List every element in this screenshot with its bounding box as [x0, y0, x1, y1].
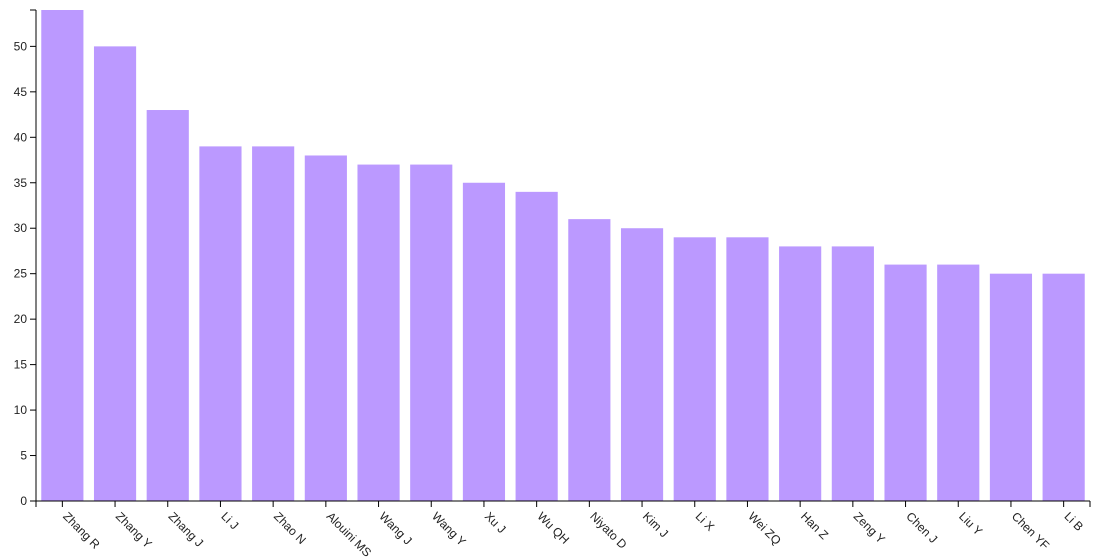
bar[interactable] — [515, 191, 558, 501]
x-tick-label: Han Z — [798, 509, 831, 542]
y-tick-label: 45 — [14, 85, 28, 99]
x-tick-label: Chen YF — [1009, 509, 1052, 552]
x-tick-label: Xu J — [482, 509, 509, 536]
bar[interactable] — [989, 273, 1033, 501]
x-tick-label: Zhang J — [166, 509, 207, 550]
y-tick-label: 5 — [20, 449, 27, 463]
y-tick-label: 15 — [14, 358, 28, 372]
bar[interactable] — [252, 146, 295, 501]
x-tick-label: Chen J — [903, 509, 940, 546]
x-tick-label: Wei ZQ — [745, 509, 784, 548]
x-tick-label: Zhao N — [271, 509, 309, 547]
y-tick-label: 10 — [14, 403, 28, 417]
x-axis: Zhang R Zhang Y Zhang J Li J Zhao N Alouini M… — [35, 500, 1091, 560]
bar[interactable] — [41, 10, 84, 501]
bar[interactable] — [937, 264, 980, 501]
bar[interactable] — [93, 46, 137, 502]
x-tick-label: Kim J — [640, 509, 671, 540]
bar[interactable] — [304, 155, 347, 501]
x-tick-label: Wang Y — [429, 509, 469, 549]
bar[interactable] — [199, 146, 242, 501]
x-tick-label: Wang J — [376, 509, 414, 547]
bar[interactable] — [410, 164, 453, 501]
y-tick-label: 40 — [14, 130, 28, 144]
bar[interactable] — [779, 246, 822, 501]
x-tick-label: Zeng Y — [851, 509, 888, 546]
x-tick-label: Zhang R — [60, 509, 103, 552]
x-tick-label: Zhang Y — [113, 509, 155, 551]
x-tick-label: Wu QH — [535, 509, 573, 547]
bar[interactable] — [568, 219, 611, 501]
bar[interactable] — [357, 164, 400, 501]
x-tick-label: Li X — [693, 509, 718, 534]
x-tick-label: Li B — [1062, 509, 1087, 534]
bar[interactable] — [726, 237, 769, 501]
bars — [41, 10, 1085, 502]
x-tick-label: Liu Y — [956, 509, 985, 538]
bar[interactable] — [831, 246, 874, 501]
bar[interactable] — [673, 237, 716, 501]
y-tick-label: 30 — [14, 221, 28, 235]
y-tick-label: 35 — [14, 176, 28, 190]
bar[interactable] — [1042, 273, 1085, 501]
y-tick-label: 0 — [20, 494, 27, 508]
x-tick-label: Li J — [218, 509, 241, 532]
bar[interactable] — [146, 110, 189, 501]
x-tick-label: Alouini MS — [324, 509, 374, 559]
y-tick-label: 25 — [14, 267, 28, 281]
bar[interactable] — [884, 264, 927, 501]
bar[interactable] — [620, 228, 664, 501]
bar[interactable] — [462, 182, 506, 501]
y-tick-label: 20 — [14, 312, 28, 326]
y-axis: 0 5 10 15 20 25 30 35 40 45 50 — [14, 9, 37, 508]
x-tick-label: Niyato D — [587, 509, 630, 552]
y-tick-label: 50 — [14, 39, 28, 53]
